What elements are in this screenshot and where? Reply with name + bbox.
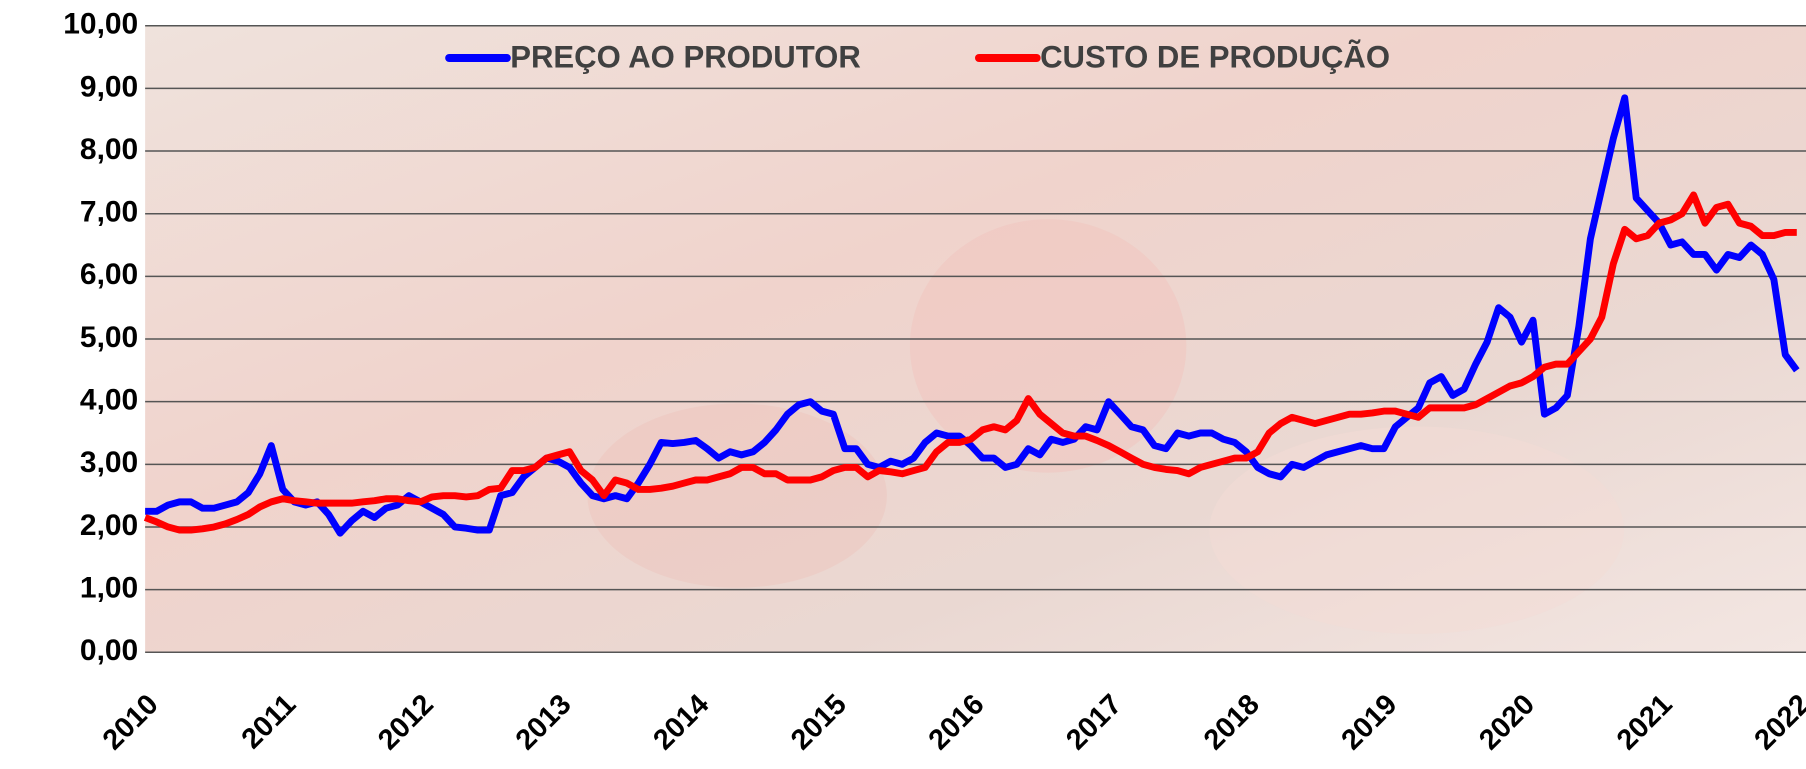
legend-label: CUSTO DE PRODUÇÃO bbox=[1040, 39, 1390, 74]
x-tick-label: 2015 bbox=[785, 688, 853, 756]
y-tick-label: 3,00 bbox=[80, 446, 138, 479]
y-tick-label: 4,00 bbox=[80, 384, 138, 417]
x-tick-label: 2014 bbox=[647, 688, 715, 756]
y-tick-label: 8,00 bbox=[80, 133, 138, 166]
x-tick-label: 2012 bbox=[372, 688, 440, 756]
x-tick-label: 2021 bbox=[1611, 688, 1679, 756]
y-tick-label: 1,00 bbox=[80, 572, 138, 605]
x-tick-label: 2011 bbox=[236, 688, 303, 755]
x-tick-label: 2018 bbox=[1198, 688, 1266, 756]
x-tick-label: 2016 bbox=[923, 688, 991, 756]
y-tick-label: 5,00 bbox=[80, 321, 138, 354]
y-tick-label: 6,00 bbox=[80, 258, 138, 291]
y-tick-label: 10,00 bbox=[63, 8, 138, 41]
legend-label: PREÇO AO PRODUTOR bbox=[510, 39, 861, 74]
x-tick-label: 2017 bbox=[1060, 688, 1128, 756]
x-tick-label: 2019 bbox=[1336, 688, 1404, 756]
y-tick-label: 2,00 bbox=[80, 509, 138, 542]
chart: 0,00 1,00 2,00 3,00 4,00 5,00 6,00 7,00 8,00 9,00… bbox=[0, 0, 1806, 769]
x-tick-label: 2022 bbox=[1748, 688, 1806, 756]
x-tick-label: 2010 bbox=[97, 688, 165, 756]
photo-shape bbox=[1209, 427, 1624, 634]
y-tick-label: 7,00 bbox=[80, 196, 138, 229]
x-tick-label: 2013 bbox=[510, 688, 578, 756]
y-tick-label: 9,00 bbox=[80, 70, 138, 103]
y-tick-label: 0,00 bbox=[80, 634, 138, 667]
x-tick-label: 2020 bbox=[1473, 688, 1541, 756]
